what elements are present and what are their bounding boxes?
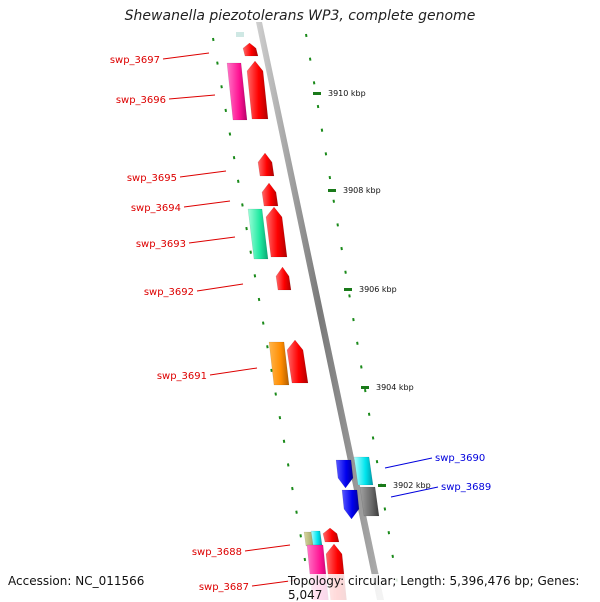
gene-label-swp_3689[interactable]: swp_3689: [441, 482, 491, 493]
gene-label-swp_3692[interactable]: swp_3692: [144, 287, 194, 298]
gene-swp_3694[interactable]: [261, 182, 279, 207]
gene-swp_3690[interactable]: [335, 459, 354, 489]
gene-swp_3689[interactable]: [341, 489, 360, 520]
leader-line: [390, 486, 439, 498]
gene-label-swp_3688[interactable]: swp_3688: [192, 547, 242, 558]
gene-gray-block[interactable]: [359, 486, 380, 517]
scale-label: 3902 kbp: [393, 481, 431, 490]
scale-tick: [378, 484, 386, 487]
gene-label-swp_3690[interactable]: swp_3690: [435, 453, 485, 464]
scale-tick: [361, 386, 369, 389]
leader-line: [209, 367, 258, 376]
scale-label: 3910 kbp: [328, 89, 366, 98]
scale-label: 3908 kbp: [343, 186, 381, 195]
leader-line: [162, 52, 210, 60]
scale-label: 3906 kbp: [359, 285, 397, 294]
leader-line: [168, 94, 216, 100]
leader-line: [188, 236, 236, 244]
gene-label-swp_3693[interactable]: swp_3693: [136, 239, 186, 250]
gene-label-swp_3691[interactable]: swp_3691: [157, 371, 207, 382]
gene-pink-block[interactable]: [226, 62, 248, 121]
gene-swp_3696[interactable]: [246, 60, 269, 120]
gene-orange-block[interactable]: [268, 341, 290, 386]
leader-line: [196, 283, 244, 292]
backbone-end-cap: [236, 32, 244, 37]
leader-line: [179, 170, 227, 178]
scale-label: 3904 kbp: [376, 383, 414, 392]
gene-cyan-small[interactable]: [310, 530, 323, 546]
gene-label-swp_3696[interactable]: swp_3696: [116, 95, 166, 106]
gene-swp_3697[interactable]: [242, 42, 259, 57]
diagram-title: Shewanella piezotolerans WP3, complete g…: [124, 8, 476, 24]
gene-swp_3691[interactable]: [286, 339, 309, 384]
leader-line: [244, 544, 291, 552]
gene-swp_3693[interactable]: [265, 206, 288, 258]
gene-label-swp_3697[interactable]: swp_3697: [110, 55, 160, 66]
gene-label-swp_3694[interactable]: swp_3694: [131, 203, 181, 214]
genome-backbone: [256, 22, 384, 600]
gene-label-swp_3687[interactable]: swp_3687: [199, 582, 249, 593]
gene-cyan-block[interactable]: [353, 456, 374, 486]
outer-track: [212, 37, 313, 600]
gene-swp_3695[interactable]: [257, 152, 275, 177]
leader-line: [384, 457, 433, 469]
genome-summary-text: Topology: circular; Length: 5,396,476 bp…: [288, 574, 600, 602]
gene-swp_3692[interactable]: [275, 266, 292, 291]
scale-tick: [328, 189, 336, 192]
scale-tick: [344, 288, 352, 291]
gene-teal-block[interactable]: [247, 208, 269, 260]
gene-swp_3688-arrow[interactable]: [322, 527, 340, 543]
leader-line: [183, 200, 231, 208]
scale-tick: [313, 92, 321, 95]
gene-label-swp_3695[interactable]: swp_3695: [127, 173, 177, 184]
accession-text: Accession: NC_011566: [8, 574, 145, 588]
